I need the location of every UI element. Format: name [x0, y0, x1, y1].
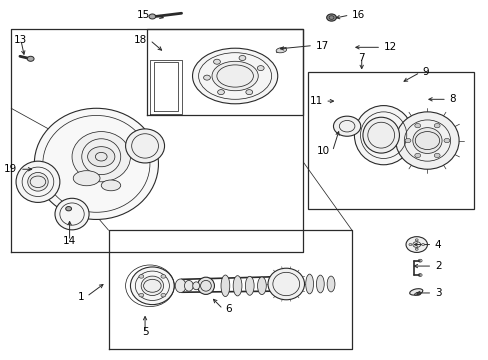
Text: 15: 15: [137, 10, 150, 20]
Text: 9: 9: [422, 67, 428, 77]
Text: 3: 3: [434, 288, 441, 298]
Ellipse shape: [72, 132, 130, 182]
Ellipse shape: [192, 282, 199, 290]
Ellipse shape: [305, 274, 313, 294]
Ellipse shape: [267, 268, 304, 300]
Ellipse shape: [101, 180, 121, 191]
Circle shape: [414, 248, 417, 250]
Ellipse shape: [395, 112, 458, 169]
Circle shape: [414, 123, 420, 128]
Circle shape: [161, 293, 165, 297]
Text: 8: 8: [448, 94, 455, 104]
Text: 14: 14: [63, 236, 76, 246]
Ellipse shape: [141, 276, 163, 296]
Text: 7: 7: [358, 53, 364, 63]
Ellipse shape: [197, 277, 214, 294]
Ellipse shape: [28, 172, 48, 191]
Circle shape: [139, 293, 143, 297]
Circle shape: [217, 90, 224, 95]
Ellipse shape: [233, 276, 242, 296]
Text: 13: 13: [14, 35, 27, 45]
Ellipse shape: [73, 171, 100, 186]
Circle shape: [404, 138, 410, 143]
Text: 16: 16: [351, 10, 365, 20]
Ellipse shape: [125, 129, 164, 163]
Circle shape: [414, 239, 417, 241]
Ellipse shape: [175, 279, 185, 293]
Text: 18: 18: [134, 35, 147, 45]
Circle shape: [408, 243, 411, 246]
Ellipse shape: [269, 278, 278, 294]
Text: 2: 2: [434, 261, 441, 271]
Ellipse shape: [212, 61, 258, 91]
Ellipse shape: [362, 117, 399, 153]
Circle shape: [203, 75, 210, 80]
Circle shape: [257, 66, 264, 71]
Bar: [307, 72, 473, 209]
Ellipse shape: [316, 275, 324, 293]
Ellipse shape: [276, 48, 286, 53]
Text: 17: 17: [315, 41, 328, 50]
Circle shape: [239, 55, 245, 60]
Circle shape: [213, 59, 220, 64]
Circle shape: [87, 147, 115, 167]
Ellipse shape: [245, 276, 254, 295]
Text: 4: 4: [434, 239, 441, 249]
Circle shape: [433, 153, 439, 158]
Text: 10: 10: [316, 146, 329, 156]
Text: 6: 6: [225, 304, 231, 314]
Ellipse shape: [55, 198, 89, 230]
Circle shape: [161, 275, 165, 278]
Circle shape: [27, 56, 34, 61]
Text: 12: 12: [383, 42, 396, 52]
Ellipse shape: [412, 128, 441, 153]
Circle shape: [421, 243, 424, 246]
Ellipse shape: [16, 161, 60, 202]
Text: 5: 5: [142, 327, 148, 337]
Circle shape: [149, 14, 156, 19]
Circle shape: [333, 116, 360, 136]
Ellipse shape: [326, 276, 334, 292]
Ellipse shape: [184, 280, 193, 291]
Ellipse shape: [354, 105, 412, 165]
Circle shape: [433, 123, 439, 128]
Text: 1: 1: [78, 292, 84, 302]
Circle shape: [245, 90, 252, 95]
Circle shape: [414, 153, 420, 158]
Circle shape: [65, 207, 71, 211]
Circle shape: [443, 138, 449, 143]
Ellipse shape: [221, 275, 229, 297]
Ellipse shape: [257, 277, 266, 294]
Ellipse shape: [34, 108, 158, 220]
Circle shape: [139, 275, 143, 278]
Ellipse shape: [130, 267, 174, 305]
Circle shape: [326, 14, 336, 21]
Circle shape: [405, 237, 427, 252]
Text: 11: 11: [309, 96, 322, 106]
Text: 19: 19: [4, 164, 18, 174]
Ellipse shape: [409, 289, 422, 295]
Ellipse shape: [192, 48, 277, 104]
